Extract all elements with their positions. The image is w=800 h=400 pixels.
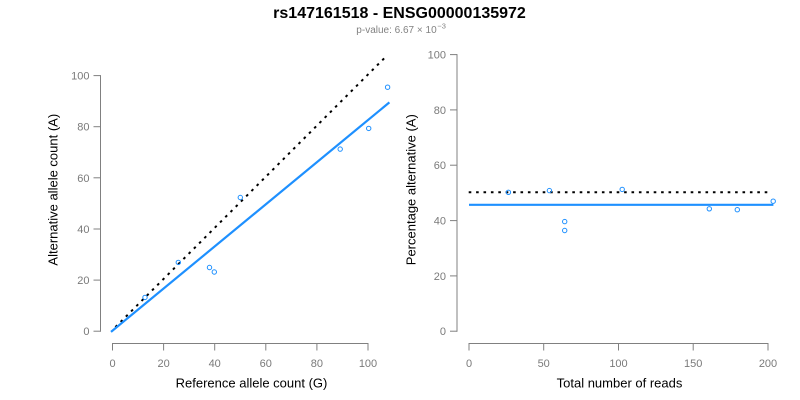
svg-text:0: 0: [440, 326, 446, 338]
svg-text:80: 80: [77, 122, 89, 134]
svg-text:100: 100: [609, 358, 627, 370]
svg-text:60: 60: [260, 358, 272, 370]
svg-text:Alternative allele count (A): Alternative allele count (A): [46, 114, 61, 266]
svg-text:p-value: 6.67 × 10: p-value: 6.67 × 10: [356, 25, 437, 36]
svg-text:Percentage alternative (A): Percentage alternative (A): [404, 114, 419, 265]
svg-text:0: 0: [109, 358, 115, 370]
svg-text:20: 20: [434, 271, 446, 283]
svg-text:60: 60: [434, 160, 446, 172]
svg-text:20: 20: [77, 275, 89, 287]
svg-text:80: 80: [434, 105, 446, 117]
svg-text:rs147161518 - ENSG00000135972: rs147161518 - ENSG00000135972: [273, 5, 526, 22]
svg-text:40: 40: [77, 224, 89, 236]
svg-text:0: 0: [83, 326, 89, 338]
svg-text:100: 100: [359, 358, 377, 370]
svg-text:60: 60: [77, 173, 89, 185]
svg-text:0: 0: [466, 358, 472, 370]
svg-text:40: 40: [209, 358, 221, 370]
svg-text:Reference allele count (G): Reference allele count (G): [176, 376, 328, 391]
svg-text:50: 50: [538, 358, 550, 370]
svg-text:100: 100: [428, 50, 446, 62]
svg-text:100: 100: [71, 71, 89, 83]
svg-text:−3: −3: [437, 22, 446, 31]
svg-text:150: 150: [684, 358, 702, 370]
svg-text:80: 80: [311, 358, 323, 370]
svg-text:200: 200: [759, 358, 777, 370]
svg-text:20: 20: [157, 358, 169, 370]
svg-text:Total number of reads: Total number of reads: [557, 376, 683, 391]
svg-text:40: 40: [434, 216, 446, 228]
